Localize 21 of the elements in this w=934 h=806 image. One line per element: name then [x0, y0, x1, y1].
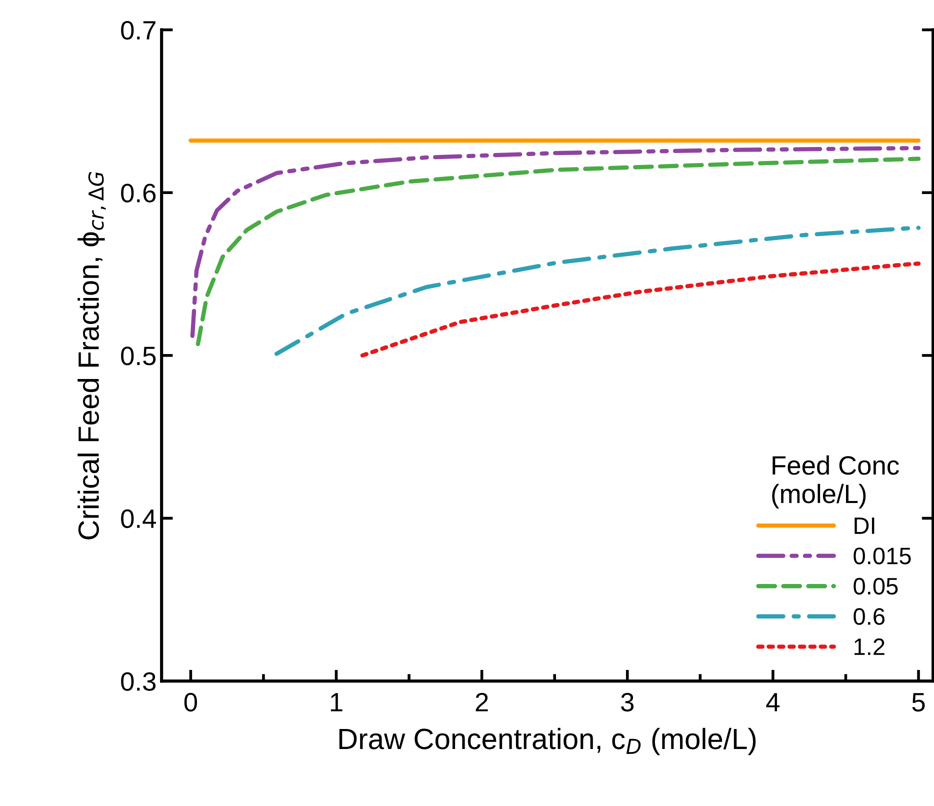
line-series [274, 226, 921, 356]
x-tick-label: 0 [184, 692, 197, 712]
legend-label: 0.015 [854, 548, 911, 564]
x-axis-title: Draw Concentration, c$_{D}$ (mole/L) [339, 728, 756, 756]
line-series [360, 262, 921, 358]
legend-label: 0.6 [854, 608, 885, 625]
x-tick-label: 3 [621, 692, 634, 712]
y-tick-label: 0.5 [121, 346, 156, 366]
x-tick-label: 2 [476, 692, 488, 712]
x-tick-label: 1 [330, 693, 342, 712]
legend-title: Feed Conc (mole/L) [772, 455, 899, 508]
y-axis-title: Critical Feed Fraction, ϕ$_{cr,ΔG}$ [78, 172, 106, 540]
y-tick-label: 0.4 [121, 509, 156, 528]
y-tick-label: 0.3 [121, 672, 156, 691]
legend-label: 0.05 [854, 578, 898, 595]
y-tick-label: 0.7 [121, 20, 156, 40]
y-tick-label: 0.6 [121, 184, 156, 202]
x-tick-label: 5 [912, 693, 925, 712]
legend-label: DI [854, 518, 874, 534]
legend-label: 1.2 [854, 638, 884, 655]
x-tick-label: 4 [766, 693, 780, 712]
